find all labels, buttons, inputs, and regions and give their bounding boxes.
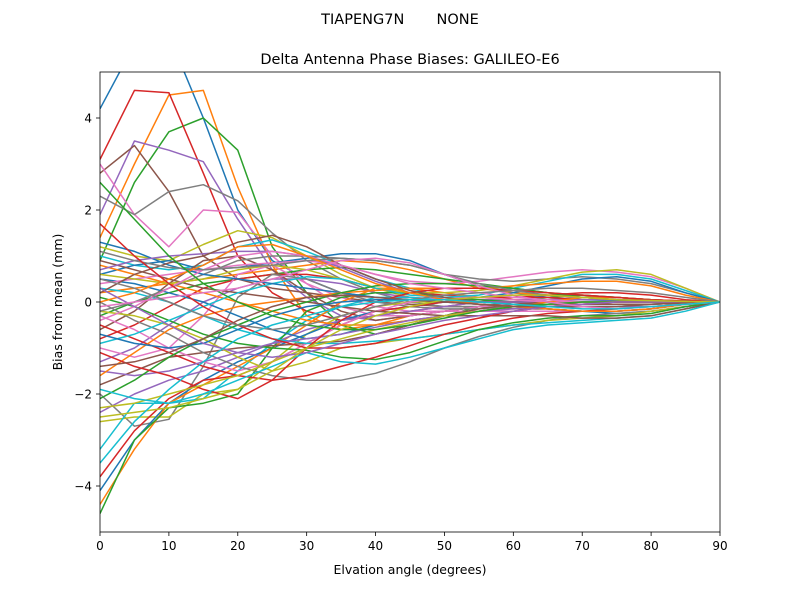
series-line-s50 [100,301,720,404]
x-axis-ticks: 0 10 20 30 40 50 60 70 80 90 [96,532,728,553]
series-line-s36 [100,259,720,319]
series-line-s55 [100,287,720,358]
x-tick-label: 10 [161,539,176,553]
y-axis-label: Bias from mean (mm) [50,234,65,371]
figure-suptitle: TIAPENG7N NONE [320,12,479,28]
y-tick-label: −2 [74,388,92,402]
series-line-s28 [100,301,720,381]
x-tick-label: 30 [299,539,314,553]
x-tick-label: 90 [712,539,727,553]
y-axis-ticks: −4 −2 0 2 4 [74,112,100,494]
series-layer [100,72,720,514]
series-line-s59 [100,294,720,418]
y-tick-label: −4 [74,480,92,494]
series-line-s52 [100,243,720,312]
chart-title: Delta Antenna Phase Biases: GALILEO-E6 [260,52,559,68]
series-line-s60 [100,298,720,464]
x-tick-label: 60 [506,539,521,553]
y-tick-label: 2 [84,204,92,218]
y-tick-label: 4 [84,112,92,126]
x-tick-label: 0 [96,539,104,553]
x-tick-label: 40 [368,539,383,553]
series-line-s46 [100,234,720,306]
x-axis-label: Elvation angle (degrees) [333,562,486,577]
x-tick-label: 70 [575,539,590,553]
x-tick-label: 50 [437,539,452,553]
y-tick-label: 0 [84,296,92,310]
x-tick-label: 80 [643,539,658,553]
x-tick-label: 20 [230,539,245,553]
series-line-s33 [100,296,720,361]
